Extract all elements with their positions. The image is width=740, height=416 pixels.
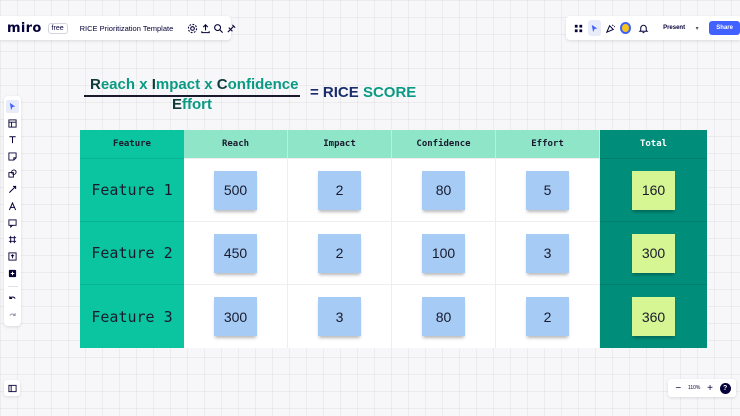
sticky-note-confidence[interactable]: 80 xyxy=(422,170,465,210)
rice-table[interactable]: Feature Reach Impact Confidence Effort T… xyxy=(80,130,707,348)
shapes-icon[interactable] xyxy=(6,167,19,180)
help-icon[interactable]: ? xyxy=(719,382,731,394)
table-cell: 2 xyxy=(496,284,600,348)
zoom-level[interactable]: 110% xyxy=(687,385,701,391)
header-reach: Reach xyxy=(184,130,288,158)
select-icon[interactable] xyxy=(6,100,19,113)
sticky-note-confidence[interactable]: 80 xyxy=(422,297,465,336)
templates-icon[interactable] xyxy=(6,117,19,130)
fraction-line xyxy=(84,95,300,97)
table-cell: 500 xyxy=(184,158,288,221)
total-cell: 360 xyxy=(600,284,707,348)
header-effort: Effort xyxy=(496,130,600,158)
divider xyxy=(7,285,18,287)
header-feature: Feature xyxy=(80,130,184,158)
formula-letter: E xyxy=(172,96,183,113)
formula-operator: x xyxy=(200,76,217,93)
text-icon[interactable] xyxy=(6,133,19,146)
creation-toolbar xyxy=(4,96,21,326)
formula-word: mpact xyxy=(155,76,201,93)
present-button[interactable]: Present xyxy=(663,25,686,31)
sticky-note-reach[interactable]: 450 xyxy=(214,233,257,273)
add-icon[interactable] xyxy=(6,267,19,280)
formula-letter: I xyxy=(151,76,156,93)
bell-icon[interactable] xyxy=(637,20,650,36)
sticky-note-effort[interactable]: 3 xyxy=(526,233,569,273)
sticky-note-effort[interactable]: 2 xyxy=(526,297,569,336)
search-icon[interactable] xyxy=(213,20,224,36)
total-cell: 300 xyxy=(600,221,707,284)
celebrate-icon[interactable] xyxy=(604,20,617,36)
table-cell: 5 xyxy=(496,158,600,221)
formula-letter: C xyxy=(216,76,228,93)
sticky-note-impact[interactable]: 2 xyxy=(318,170,361,210)
formula-equals: = RICE xyxy=(310,84,363,101)
sticky-note-confidence[interactable]: 100 xyxy=(422,233,465,273)
table-cell: 2 xyxy=(288,221,392,284)
formula-score: SCORE xyxy=(362,84,417,101)
header-impact: Impact xyxy=(288,130,392,158)
undo-icon[interactable] xyxy=(6,293,19,306)
share-button[interactable]: Share xyxy=(709,21,740,35)
miro-logo[interactable]: miro xyxy=(7,20,42,36)
sticky-note-reach[interactable]: 500 xyxy=(214,170,257,210)
avatar[interactable] xyxy=(620,22,631,34)
formula-result: = RICE SCORE xyxy=(310,84,416,101)
total-cell: 160 xyxy=(600,158,707,221)
zoom-controls: − 110% + ? xyxy=(668,379,736,397)
settings-icon[interactable] xyxy=(187,20,198,36)
table-cell: 80 xyxy=(392,158,496,221)
formula-denominator: Effort xyxy=(172,96,212,113)
table-cell: 3 xyxy=(496,221,600,284)
formula-operator: x xyxy=(135,76,152,93)
table-cell: 300 xyxy=(184,284,288,348)
sticky-note-impact[interactable]: 3 xyxy=(318,297,361,336)
table-cell: 80 xyxy=(392,284,496,348)
sticky-note-total[interactable]: 300 xyxy=(632,233,675,273)
cursor-icon[interactable] xyxy=(588,20,602,36)
header-confidence: Confidence xyxy=(392,130,496,158)
formula-numerator: Reach x Impact x Confidence xyxy=(90,76,298,93)
upload-icon[interactable] xyxy=(200,20,211,36)
board-header: miro free RICE Prioritization Template xyxy=(0,16,236,40)
table-cell: 450 xyxy=(184,221,288,284)
pen-icon[interactable] xyxy=(6,200,19,213)
present-dropdown[interactable]: ▾ xyxy=(695,25,699,32)
reactions-icon[interactable] xyxy=(226,20,237,36)
table-cell: 3 xyxy=(288,284,392,348)
sticky-note-total[interactable]: 360 xyxy=(632,297,675,336)
sticky-note-effort[interactable]: 5 xyxy=(526,170,569,210)
plan-badge[interactable]: free xyxy=(47,22,68,34)
feature-name-cell[interactable]: Feature 2 xyxy=(80,221,184,284)
frame-icon[interactable] xyxy=(6,234,19,247)
formula-word: onfidence xyxy=(227,76,299,93)
comment-icon[interactable] xyxy=(6,217,19,230)
table-cell: 2 xyxy=(288,158,392,221)
zoom-out-button[interactable]: − xyxy=(675,382,682,394)
sticky-note-icon[interactable] xyxy=(6,150,19,163)
feature-name-cell[interactable]: Feature 3 xyxy=(80,284,184,348)
formula-word: ffort xyxy=(182,96,213,113)
collaboration-bar: Present ▾ Share xyxy=(566,16,740,40)
table-cell: 100 xyxy=(392,221,496,284)
connection-line-icon[interactable] xyxy=(6,183,19,196)
board-title[interactable]: RICE Prioritization Template xyxy=(79,23,174,33)
panel-toggle-icon[interactable] xyxy=(4,380,20,396)
sticky-note-impact[interactable]: 2 xyxy=(318,233,361,273)
redo-icon[interactable] xyxy=(6,309,19,322)
upload-icon[interactable] xyxy=(6,250,19,263)
header-total: Total xyxy=(600,130,707,158)
sticky-note-total[interactable]: 160 xyxy=(632,170,675,210)
feature-name-cell[interactable]: Feature 1 xyxy=(80,158,184,221)
formula-letter: R xyxy=(90,76,101,93)
rice-formula[interactable]: Reach x Impact x Confidence Effort = RIC… xyxy=(84,76,424,116)
zoom-in-button[interactable]: + xyxy=(707,382,713,394)
apps-icon[interactable] xyxy=(572,20,585,36)
formula-word: each xyxy=(100,76,136,93)
sticky-note-reach[interactable]: 300 xyxy=(214,297,257,336)
